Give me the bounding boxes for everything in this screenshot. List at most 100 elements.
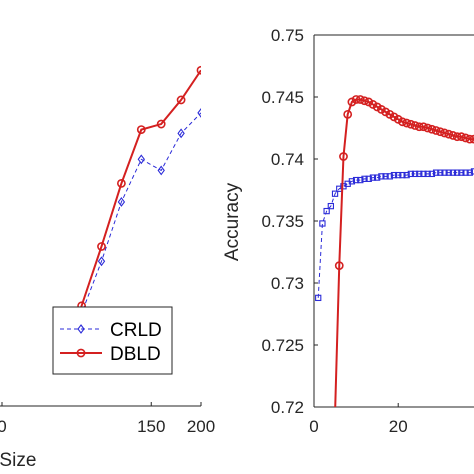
right-chart-point-crld: [382, 173, 389, 180]
right-chart-point-crld: [416, 170, 423, 178]
right-chart-point-crld: [432, 169, 440, 176]
left-chart-x-tick-label: 200: [187, 417, 215, 436]
left-chart-axes: [0, 402, 202, 407]
right-chart-point-dbld: [414, 122, 424, 132]
right-chart-y-tick-label: 0.735: [261, 212, 304, 231]
right-chart-point-crld: [420, 170, 427, 178]
left-chart-point-dbld: [136, 125, 146, 135]
right-chart-point-crld: [437, 169, 444, 176]
right-chart-point-crld: [403, 171, 410, 179]
right-chart-point-crld: [462, 169, 469, 176]
right-chart-point-dbld: [398, 117, 407, 127]
right-chart-point-crld: [315, 294, 322, 302]
right-chart-y-tick-label: 0.72: [271, 398, 304, 417]
left-chart-x-axis-label: Set Size: [0, 450, 36, 471]
right-chart-point-crld: [365, 175, 372, 182]
right-chart-point-crld: [454, 169, 461, 176]
left-chart-point-dbld: [176, 95, 186, 105]
right-chart-point-crld: [352, 176, 360, 184]
right-chart-point-dbld: [331, 410, 338, 417]
right-chart-point-dbld: [339, 152, 348, 161]
left-chart-point-dbld: [156, 119, 166, 129]
left-chart-point-dbld: [97, 242, 106, 251]
left-chart-point-crld: [157, 165, 165, 176]
left-chart-x-tick-labels: 0 150 200: [0, 417, 215, 436]
right-chart-point-dbld: [360, 96, 369, 106]
right-chart-y-tick-label: 0.75: [271, 26, 304, 45]
right-chart-point-dbld: [427, 124, 437, 134]
left-chart-point-crld: [97, 256, 106, 267]
right-chart-axes: [313, 34, 474, 408]
right-chart-x-tick-label: 20: [389, 417, 408, 436]
left-chart-point-crld: [177, 128, 185, 139]
right-chart-point-crld: [323, 207, 330, 215]
right-chart-point-crld: [319, 220, 326, 227]
right-chart-point-crld: [445, 169, 452, 176]
right-chart-point-crld: [327, 202, 334, 210]
legend-entries: CRLD DBLD: [60, 320, 162, 365]
right-chart-point-dbld: [410, 121, 420, 130]
right-chart-point-dbld: [419, 122, 428, 132]
right-chart-point-dbld: [444, 129, 454, 139]
right-chart-y-tick-label: 0.73: [271, 274, 304, 293]
right-chart-y-tick-label: 0.74: [271, 150, 304, 169]
legend: CRLD DBLD: [52, 306, 173, 375]
right-chart-point-dbld: [431, 126, 441, 135]
right-chart-point-crld: [386, 173, 393, 180]
right-chart-point-dbld: [351, 95, 361, 104]
left-chart-line-dbld: [60, 69, 201, 362]
right-chart-point-crld: [348, 178, 356, 185]
legend-marker-crld: [77, 324, 85, 334]
right-chart-point-dbld: [440, 128, 449, 138]
right-chart-point-dbld: [343, 109, 353, 119]
left-chart-point-dbld: [117, 178, 126, 188]
left-chart-point-crld: [137, 154, 145, 165]
right-chart-point-dbld: [461, 133, 470, 143]
right-chart-point-crld: [395, 171, 402, 179]
right-chart-point-crld: [374, 174, 381, 181]
left-chart-point-dbld: [196, 65, 201, 75]
right-chart-point-crld: [331, 190, 339, 197]
right-chart-y-axis-label: Accuracy: [222, 182, 243, 261]
right-chart-point-dbld: [334, 261, 344, 271]
left-chart-line-crld: [61, 112, 201, 362]
right-chart-point-crld: [399, 171, 406, 179]
right-chart-y-tick-label: 0.725: [261, 336, 304, 355]
left-chart-point-crld: [117, 197, 126, 207]
right-chart: 0.72 0.725 0.73 0.735 0.74 0.745 0.75 0 20 Accu…: [222, 26, 474, 436]
right-chart-point-dbld: [355, 95, 365, 104]
right-chart-point-crld: [424, 170, 431, 178]
right-chart-point-dbld: [423, 123, 433, 133]
right-chart-point-dbld: [402, 118, 412, 128]
right-chart-point-crld: [390, 171, 398, 179]
right-chart-point-crld: [466, 169, 473, 176]
right-chart-line-dbld: [334, 98, 474, 407]
right-chart-point-dbld: [448, 131, 458, 140]
right-chart-point-dbld: [456, 132, 466, 142]
right-chart-point-crld: [378, 173, 385, 180]
right-chart-point-crld: [369, 174, 377, 181]
right-chart-line-crld: [317, 170, 474, 298]
left-chart: 0 150 200 Set Size CRLD DBLD: [0, 65, 215, 471]
right-chart-point-crld: [411, 170, 419, 178]
right-chart-series: [315, 95, 474, 417]
right-chart-x-tick-label: 0: [309, 417, 318, 436]
right-chart-point-dbld: [406, 119, 416, 129]
right-chart-point-crld: [428, 170, 436, 178]
right-chart-point-crld: [361, 175, 368, 182]
legend-label-crld: CRLD: [110, 320, 162, 341]
right-chart-point-crld: [357, 176, 364, 184]
left-chart-x-tick-label: 150: [137, 417, 165, 436]
legend-label-dbld: DBLD: [110, 344, 161, 365]
right-chart-point-dbld: [452, 132, 462, 142]
left-chart-x-tick-label: 0: [0, 417, 7, 436]
right-chart-y-tick-labels: 0.72 0.725 0.73 0.735 0.74 0.745 0.75: [261, 26, 304, 417]
right-chart-point-crld: [449, 169, 457, 176]
right-chart-point-crld: [441, 169, 448, 176]
left-chart-point-crld: [197, 107, 201, 118]
legend-marker-dbld: [76, 348, 86, 358]
legend-box: [52, 306, 173, 375]
right-chart-point-dbld: [465, 134, 474, 144]
right-chart-point-crld: [407, 170, 414, 178]
